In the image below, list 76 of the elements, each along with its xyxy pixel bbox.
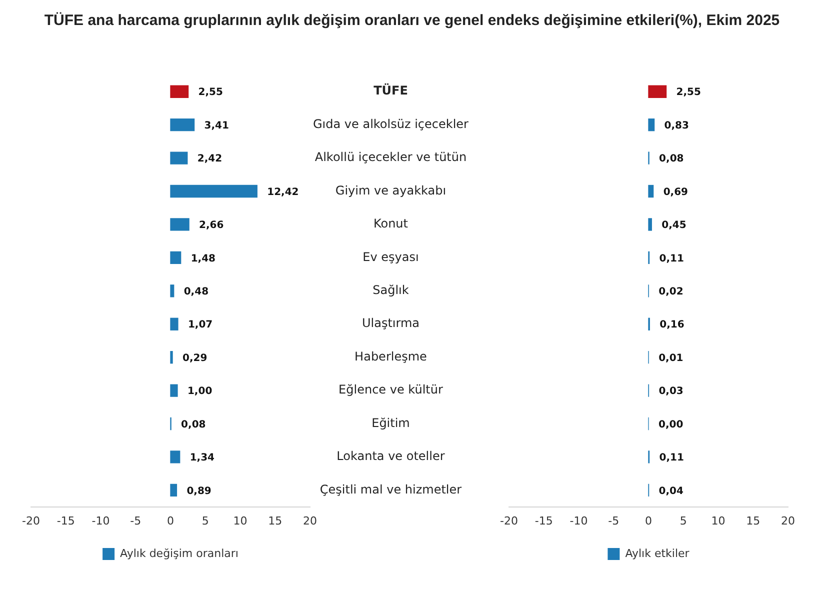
data-label: 0,02 [658,286,684,298]
bar [648,85,667,98]
y-tick-label: Haberleşme [354,349,427,364]
data-label: 3,41 [204,120,229,132]
bar [170,218,190,231]
data-label: 0,89 [186,486,212,497]
y-tick-label: Ev eşyası [362,250,419,264]
x-tick-label: -5 [608,514,620,528]
x-tick-label: 0 [167,514,174,528]
data-label: 12,42 [267,186,299,198]
bar [170,118,195,132]
data-label: 1,07 [188,320,213,331]
data-label: 0,04 [658,486,684,497]
data-label: 2,55 [198,87,223,98]
y-tick-label: Sağlık [372,283,409,298]
data-label: 0,08 [659,154,684,165]
data-label: 2,55 [676,87,701,98]
y-tick-label: Eğitim [372,416,410,430]
y-tick-label: TÜFE [374,82,408,98]
x-tick-label: -10 [92,514,110,528]
y-tick-label: Çeşitli mal ve hizmetler [320,482,462,496]
data-label: 0,03 [658,386,684,398]
data-label: 0,69 [663,186,688,198]
y-tick-label: Lokanta ve oteller [336,449,445,464]
data-label: 0,01 [658,352,684,364]
x-tick-label: 0 [645,514,652,528]
data-label: 1,00 [187,386,212,398]
bar [170,384,178,397]
x-tick-label: -15 [534,514,553,528]
data-label: 0,45 [662,220,686,232]
data-label: 0,11 [659,253,684,264]
data-label: 0,48 [184,286,209,298]
x-tick-label: -20 [500,514,518,528]
text: TÜFE ana harcama gruplarının aylık değişim oranları ve genel endeks değişimine etkileri(%), Ekim 2025 [43,12,781,29]
x-tick-label: 20 [781,514,795,528]
y-tick-label: Gıda ve alkolsüz içecekler [313,116,469,131]
bar [170,284,174,298]
bar [170,251,182,264]
y-tick-label: Eğlence ve kültür [338,382,443,397]
bar [170,85,189,98]
x-tick-label: -5 [130,514,142,528]
data-label: 0,11 [659,452,684,464]
bar [648,118,655,132]
x-tick-label: 15 [746,514,760,528]
bar [170,484,178,497]
data-label: 0,29 [182,352,208,364]
x-tick-label: 10 [711,514,726,528]
data-label: 0,83 [664,120,690,132]
x-tick-label: 20 [303,514,317,528]
bar [170,318,178,330]
y-tick-label: Giyim ve ayakkabı [335,183,446,198]
data-label: 0,16 [660,320,684,331]
x-tick-label: -10 [570,514,588,528]
bar [648,218,652,231]
x-tick-label: 5 [202,514,209,528]
legend-label: Aylık değişim oranları [120,546,238,560]
legend-label: Aylık etkiler [625,546,690,560]
data-label: 0,00 [658,419,684,430]
data-label: 2,66 [199,220,224,232]
data-label: 1,48 [190,253,216,264]
bar [170,450,180,464]
x-tick-label: -15 [56,514,75,528]
x-tick-label: 15 [268,514,282,528]
data-label: 0,08 [181,419,206,430]
x-tick-label: 5 [680,514,687,528]
y-tick-label: Ulaştırma [362,316,420,330]
x-tick-label: -20 [22,514,40,528]
bar [170,184,258,198]
data-label: 2,42 [197,154,222,165]
x-tick-label: 10 [233,514,248,528]
bar [648,184,654,198]
y-tick-label: Alkollü içecekler ve tütün [314,150,467,164]
y-tick-label: Konut [373,216,408,231]
bar [170,351,173,364]
data-label: 1,34 [190,452,215,464]
bar [170,152,188,164]
